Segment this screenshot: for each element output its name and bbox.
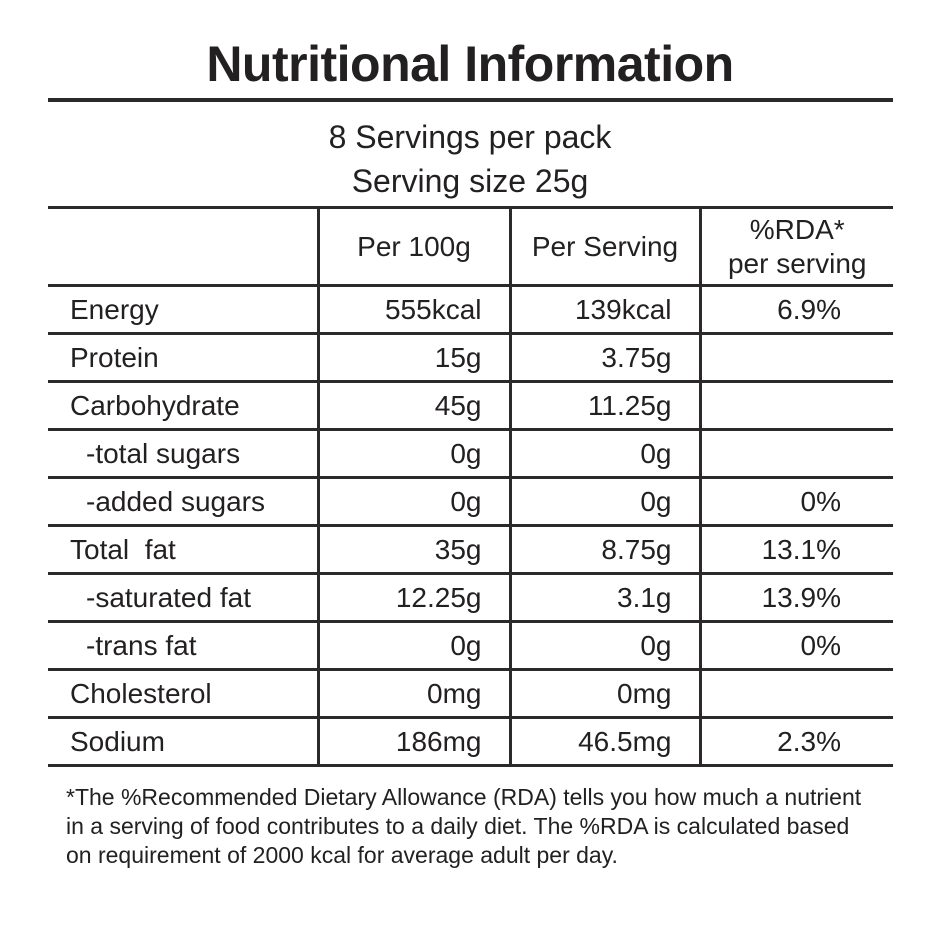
table-row-added-sugars: -added sugars 0g 0g 0% [48,476,893,527]
table-row-total-sugars: -total sugars 0g 0g [48,428,893,479]
row-rda [698,668,893,719]
row-rda: 13.1% [698,524,893,575]
header-per-100g: Per 100g [316,206,510,287]
table-row-total-fat: Total fat 35g 8.75g 13.1% [48,524,893,575]
row-per-serving: 0g [508,620,700,671]
row-rda [698,332,893,383]
row-label: Total fat [48,524,318,575]
row-label: Sodium [48,716,318,767]
nutrition-table: Per 100g Per Serving %RDA* per serving E… [48,206,893,767]
row-rda: 6.9% [698,284,893,335]
nutrition-label: Nutritional Information 8 Servings per p… [0,36,940,940]
rda-footnote: *The %Recommended Dietary Allowance (RDA… [66,783,940,870]
table-row-cholesterol: Cholesterol 0mg 0mg [48,668,893,719]
row-label: Cholesterol [48,668,318,719]
row-per-100g: 0g [316,620,510,671]
row-per-serving: 46.5mg [508,716,700,767]
footnote-line-3: on requirement of 2000 kcal for average … [66,842,618,868]
table-row-protein: Protein 15g 3.75g [48,332,893,383]
row-label: -trans fat [48,620,318,671]
footnote-line-1: *The %Recommended Dietary Allowance (RDA… [66,784,862,810]
row-per-100g: 0g [316,428,510,479]
row-per-100g: 35g [316,524,510,575]
row-rda [698,428,893,479]
row-per-serving: 11.25g [508,380,700,431]
header-rda-line1: %RDA* [749,213,845,245]
row-per-100g: 186mg [316,716,510,767]
table-row-sodium: Sodium 186mg 46.5mg 2.3% [48,716,893,767]
table-row-carbohydrate: Carbohydrate 45g 11.25g [48,380,893,431]
servings-per-pack: 8 Servings per pack [328,119,612,155]
serving-size: Serving size 25g [351,163,589,199]
header-per-serving: Per Serving [508,206,700,287]
row-per-serving: 8.75g [508,524,700,575]
serving-info: 8 Servings per pack Serving size 25g [0,115,940,203]
row-label: -added sugars [48,476,318,527]
row-label: Energy [48,284,318,335]
row-per-100g: 0mg [316,668,510,719]
header-rda: %RDA* per serving [698,206,893,287]
row-per-serving: 0g [508,476,700,527]
row-per-serving: 3.75g [508,332,700,383]
table-row-saturated-fat: -saturated fat 12.25g 3.1g 13.9% [48,572,893,623]
row-per-serving: 0g [508,428,700,479]
footnote-line-2: in a serving of food contributes to a da… [66,813,850,839]
row-rda: 0% [698,476,893,527]
row-per-serving: 0mg [508,668,700,719]
table-header-row: Per 100g Per Serving %RDA* per serving [48,206,893,287]
row-per-serving: 139kcal [508,284,700,335]
row-rda: 2.3% [698,716,893,767]
header-blank [48,206,318,287]
row-rda: 0% [698,620,893,671]
table-row-trans-fat: -trans fat 0g 0g 0% [48,620,893,671]
row-rda [698,380,893,431]
row-per-100g: 12.25g [316,572,510,623]
row-per-100g: 45g [316,380,510,431]
row-label: -total sugars [48,428,318,479]
row-label: -saturated fat [48,572,318,623]
row-per-100g: 15g [316,332,510,383]
row-per-100g: 555kcal [316,284,510,335]
row-per-100g: 0g [316,476,510,527]
page-title: Nutritional Information [206,36,734,92]
table-row-energy: Energy 555kcal 139kcal 6.9% [48,284,893,335]
header-rda-line2: per serving [727,247,867,279]
title-divider [48,98,893,102]
row-label: Carbohydrate [48,380,318,431]
row-per-serving: 3.1g [508,572,700,623]
row-label: Protein [48,332,318,383]
row-rda: 13.9% [698,572,893,623]
